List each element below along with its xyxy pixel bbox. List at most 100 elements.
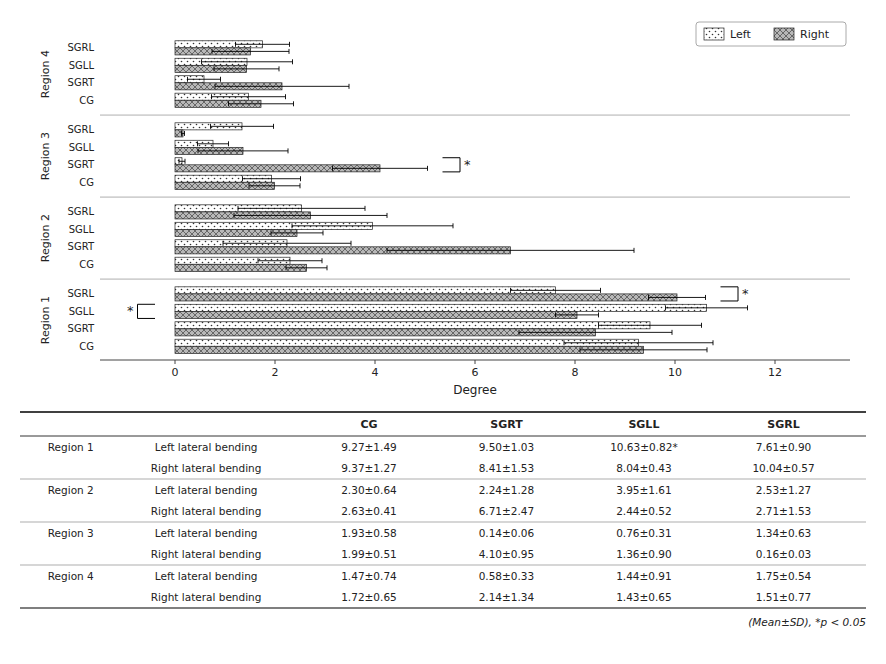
error-cap [519,330,520,335]
bracket-line [721,287,739,301]
error-bar [333,166,428,171]
error-cap [214,66,215,71]
error-bar [179,159,185,164]
error-cap [713,340,714,345]
y-tick-label: SGRL [67,288,94,299]
error-bar [198,148,288,153]
error-cap [242,176,243,181]
error-cap [285,94,286,99]
table-rule [20,479,866,480]
bracket-line [443,158,461,172]
error-line [511,290,601,291]
error-cap [701,323,702,328]
error-line [202,61,293,62]
x-tick [475,360,476,364]
error-bar [182,131,185,136]
error-bar [292,223,453,228]
error-cap [598,312,599,317]
table-cell: 6.71±2.47 [479,505,535,517]
y-tick-label: CG [79,259,94,270]
error-bar [223,241,351,246]
legend-label: Right [800,28,830,41]
x-tick-label: 0 [172,366,179,379]
table-header: SGRL [767,418,799,431]
region-label: Region 4 [40,50,53,98]
table-cell: 2.63±0.41 [341,505,397,517]
legend-label: Left [730,28,751,41]
table-cell: 1.99±0.51 [341,548,397,560]
table-cell: 9.50±1.03 [479,441,535,453]
bracket-line [138,304,156,318]
error-cap [185,159,186,164]
bar [175,287,556,294]
error-bar [211,124,274,129]
error-bar [234,213,387,218]
legend-swatch [704,28,724,40]
error-cap [271,230,272,235]
x-tick [175,360,176,364]
table-cell: 1.44±0.91 [616,570,672,582]
error-bar [215,84,349,89]
error-cap [234,213,235,218]
error-cap [705,295,706,300]
table-cell: 0.16±0.03 [756,548,812,560]
error-cap [228,141,229,146]
error-cap [286,265,287,270]
significance-star: * [127,303,134,318]
error-cap [235,42,236,47]
error-bar [202,59,293,64]
error-cap [598,323,599,328]
error-bar [188,77,221,82]
x-tick-label: 8 [572,366,579,379]
table-cell: 2.30±0.64 [341,484,397,496]
page: {"chart_data": { "type": "bar", "orienta… [0,0,886,664]
error-cap [365,206,366,211]
error-line [214,68,279,69]
error-cap [351,241,352,246]
table-cell: 0.14±0.06 [479,527,535,539]
x-tick [375,360,376,364]
significance-bracket: * [443,157,472,172]
error-bar [243,176,301,181]
error-bar [212,49,289,54]
y-tick-label: SGLL [69,224,95,235]
error-line [234,215,387,216]
separators [100,115,850,279]
table-cell: Left lateral bending [155,484,258,496]
error-line [198,150,288,151]
table-cell: 3.95±1.61 [616,484,672,496]
error-cap [211,94,212,99]
table-cell: 0.58±0.33 [479,570,535,582]
significance-star: * [742,286,749,301]
bar [175,346,644,353]
error-cap [184,131,185,136]
error-bar [387,248,634,253]
table-cell: 2.71±1.53 [756,505,812,517]
error-cap [300,176,301,181]
region-separator [100,279,850,280]
table-cell: 1.51±0.77 [756,591,812,603]
error-cap [665,305,666,310]
error-bar [580,347,707,352]
table-cell: 2.14±1.34 [479,591,535,603]
table-cell: Left lateral bending [155,527,258,539]
table-cell: Right lateral bending [151,548,262,560]
error-line [212,96,286,97]
table-cell: Right lateral bending [151,591,262,603]
error-line [179,161,185,162]
x-tick-label: 12 [768,366,782,379]
error-cap [672,330,673,335]
error-line [649,297,706,298]
table-cell: 1.47±0.74 [341,570,397,582]
y-tick-label: SGRL [67,206,94,217]
table-cell: 2.53±1.27 [756,484,812,496]
table-rule [20,411,866,413]
table-rule [20,436,866,437]
legend-frame [696,22,846,46]
x-tick [575,360,576,364]
error-line [243,178,301,179]
table-cell: 2.24±1.28 [479,484,535,496]
error-cap [555,312,556,317]
table-cell: 1.93±0.58 [341,527,397,539]
error-line [258,260,322,261]
